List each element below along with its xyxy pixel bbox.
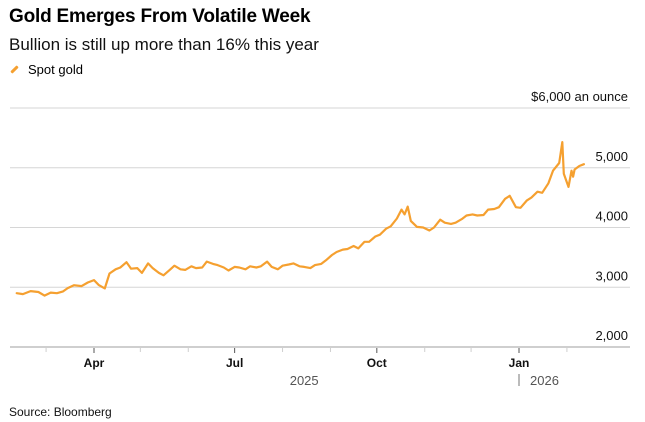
x-tick-label: Oct bbox=[367, 356, 387, 370]
legend: Spot gold bbox=[10, 62, 83, 77]
y-tick-label: 4,000 bbox=[595, 209, 628, 224]
x-tick-label: Jan bbox=[509, 356, 530, 370]
chart-title: Gold Emerges From Volatile Week bbox=[9, 6, 311, 27]
series-line-spot-gold bbox=[15, 141, 585, 297]
y-tick-label: $6,000 an ounce bbox=[531, 89, 628, 104]
y-tick-label: 3,000 bbox=[595, 268, 628, 283]
x-tick-label: Apr bbox=[84, 356, 105, 370]
x-tick-label: Jul bbox=[226, 356, 243, 370]
source-note: Source: Bloomberg bbox=[9, 405, 112, 419]
y-tick-label: 2,000 bbox=[595, 328, 628, 343]
y-tick-label: 5,000 bbox=[595, 149, 628, 164]
chart-subtitle: Bullion is still up more than 16% this y… bbox=[9, 35, 319, 54]
year-label: 2025 bbox=[290, 373, 319, 388]
year-label: 2026 bbox=[530, 373, 559, 388]
legend-label: Spot gold bbox=[28, 62, 83, 77]
